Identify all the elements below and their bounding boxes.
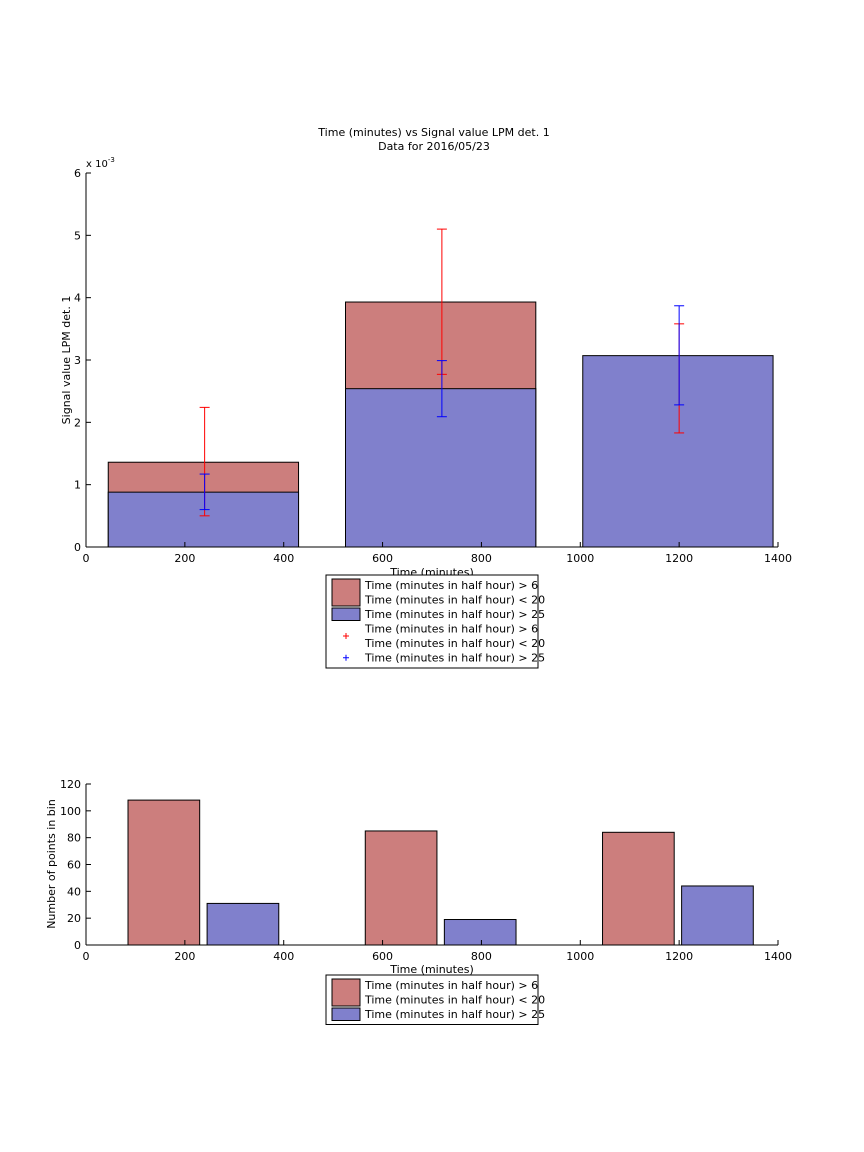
count-chart: Number of points in bin Time (minutes) 0… bbox=[45, 778, 792, 1025]
x-tick-label: 600 bbox=[372, 552, 393, 565]
bar bbox=[582, 355, 774, 548]
y-tick-label: 0 bbox=[74, 939, 81, 952]
y-exponent-label: x 10-3 bbox=[86, 156, 115, 170]
legend-label: Time (minutes in half hour) > 6 bbox=[364, 579, 538, 592]
legend-label: Time (minutes in half hour) < 20 bbox=[364, 994, 545, 1007]
legend-box bbox=[325, 574, 539, 669]
legend-label: Time (minutes in half hour) > 25 bbox=[364, 652, 545, 665]
bar bbox=[206, 902, 280, 946]
x-tick-label: 1000 bbox=[566, 552, 594, 565]
legend-swatch bbox=[331, 607, 361, 621]
y-tick-label: 80 bbox=[67, 832, 81, 845]
legend-label: Time (minutes in half hour) > 25 bbox=[364, 608, 545, 621]
legend-swatch bbox=[331, 978, 361, 1007]
y-tick-label: 5 bbox=[74, 229, 81, 242]
y-tick-label: 4 bbox=[74, 292, 81, 305]
y-tick-label: 2 bbox=[74, 416, 81, 429]
bar bbox=[345, 388, 537, 548]
y-axis-label: Number of points in bin bbox=[45, 799, 58, 929]
legend-swatch bbox=[331, 578, 361, 607]
legend-swatch bbox=[331, 1007, 361, 1021]
y-tick-label: 1 bbox=[74, 479, 81, 492]
x-tick-label: 1200 bbox=[665, 552, 693, 565]
x-tick-label: 0 bbox=[83, 552, 90, 565]
legend-box bbox=[325, 974, 539, 1025]
y-tick-label: 0 bbox=[74, 541, 81, 554]
x-tick-label: 400 bbox=[273, 552, 294, 565]
legend-label: Time (minutes in half hour) < 20 bbox=[364, 637, 545, 650]
x-tick-label: 200 bbox=[174, 552, 195, 565]
x-tick-label: 1400 bbox=[764, 552, 792, 565]
y-tick-label: 120 bbox=[60, 778, 81, 791]
y-tick-label: 20 bbox=[67, 912, 81, 925]
signal-chart: Time (minutes) vs Signal value LPM det. … bbox=[60, 126, 792, 669]
legend-label: Time (minutes in half hour) > 25 bbox=[364, 1008, 545, 1021]
plot-area: 0 200 400 600 800 1000 1200 1400 0 1 2 3 4 5 6 bbox=[74, 167, 792, 565]
legend-label: Time (minutes in half hour) > 6 bbox=[364, 979, 538, 992]
x-tick-label: 400 bbox=[273, 950, 294, 963]
x-tick-label: 800 bbox=[471, 950, 492, 963]
bar bbox=[107, 491, 300, 548]
legend-label: Time (minutes in half hour) > 6 bbox=[364, 623, 538, 636]
bar bbox=[602, 831, 675, 946]
chart-title: Time (minutes) vs Signal value LPM det. … bbox=[317, 126, 549, 139]
bar bbox=[681, 885, 754, 946]
legend: Time (minutes in half hour) > 6 Time (min… bbox=[325, 974, 545, 1025]
bar bbox=[443, 919, 517, 946]
bar bbox=[127, 799, 201, 946]
y-tick-label: 3 bbox=[74, 354, 81, 367]
x-tick-label: 0 bbox=[83, 950, 90, 963]
x-tick-label: 200 bbox=[174, 950, 195, 963]
y-tick-label: 60 bbox=[67, 859, 81, 872]
x-tick-label: 1200 bbox=[665, 950, 693, 963]
chart-subtitle: Data for 2016/05/23 bbox=[378, 140, 490, 153]
bar bbox=[364, 830, 438, 946]
y-axis-label: Signal value LPM det. 1 bbox=[60, 296, 73, 425]
x-tick-label: 1400 bbox=[764, 950, 792, 963]
legend-label: Time (minutes in half hour) < 20 bbox=[364, 594, 545, 607]
x-tick-label: 800 bbox=[471, 552, 492, 565]
y-tick-label: 40 bbox=[67, 885, 81, 898]
plot-area: 0 200 400 600 800 1000 1200 1400 0 20 40 60 80 100 120 bbox=[60, 778, 792, 963]
x-axis-label: Time (minutes) bbox=[389, 963, 474, 976]
y-tick-label: 6 bbox=[74, 167, 81, 180]
y-tick-label: 100 bbox=[60, 805, 81, 818]
x-tick-label: 1000 bbox=[566, 950, 594, 963]
x-tick-label: 600 bbox=[372, 950, 393, 963]
